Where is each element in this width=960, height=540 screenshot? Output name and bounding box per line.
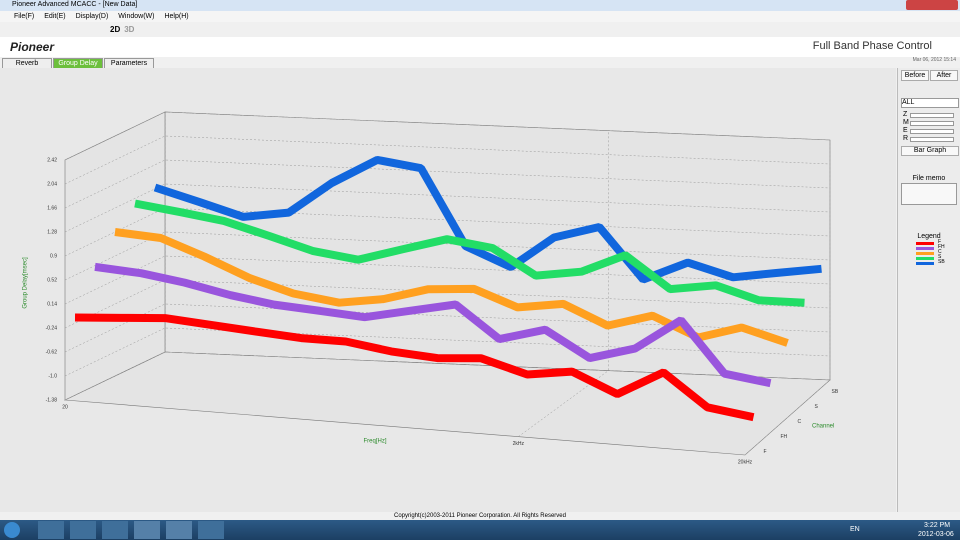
y-tick-label: -1.0 [48,373,57,379]
grid-line [64,135,831,185]
start-button[interactable] [4,522,20,538]
chart: Group Delay[msec] Freq[Hz] Channel 2.42 2… [0,68,896,512]
grid-line [64,207,831,257]
legend-swatch [916,242,934,245]
channel-label: FH [781,434,788,440]
x-tick-label: 20 [62,404,68,410]
legend-swatch [916,247,934,250]
grid-line [64,327,831,377]
legend-label: S [938,254,942,260]
channel-label: C [798,419,802,425]
title-bar: Pioneer Advanced MCACC - [New Data] [0,0,960,11]
taskbar-icon[interactable] [70,521,96,539]
brand: Pioneer [10,40,55,54]
taskbar: EN 3:22 PM 2012-03-06 [0,520,960,540]
menu-bar: File(F) Edit(E) Display(D) Window(W) Help(H) [0,11,960,22]
y-axis-label: Group Delay[msec] [23,257,29,309]
copyright: Copyright(c)2003-2011 Pioneer Corporatio… [394,513,566,519]
grid-line [64,112,166,401]
clock-date[interactable]: 2012-03-06 [918,531,954,538]
header: Pioneer Full Band Phase Control Mar 06, … [0,37,960,63]
menu-item[interactable]: Window(W) [118,13,155,20]
y-tick-label: -0.62 [46,349,58,355]
y-tick-label: 2.42 [47,157,57,163]
series-ribbon [94,262,772,388]
x-tick-label: 2kHz [513,441,525,447]
grid-line [64,183,831,233]
legend-label: FH [938,244,945,250]
slider-label: E [903,127,908,134]
y-tick-label: 0.9 [50,253,57,259]
toggle-button[interactable]: Before [901,70,929,81]
menu-item[interactable]: Edit(E) [44,13,66,20]
legend-label: C [938,249,942,255]
grid-line [518,130,609,437]
y-tick-label: 2.04 [47,181,57,187]
slider[interactable] [910,121,954,126]
series-ribbon [134,199,805,307]
legend-label: SB [938,259,945,265]
legend-label: F [938,239,942,245]
channel-label: F [764,449,767,455]
menu-item[interactable]: Help(H) [164,13,189,20]
series-ribbon [153,155,822,284]
window-title: Pioneer Advanced MCACC - [New Data] [12,1,138,8]
menu-item[interactable]: File(F) [14,13,35,20]
file-memo-label: File memo [912,175,946,182]
y-tick-label: 1.28 [47,229,57,235]
y-tick-label: 0.14 [47,301,57,307]
select[interactable]: ALL [901,98,959,108]
series-ribbon [74,313,755,422]
grid-line [64,255,831,305]
x-axis-label: Freq[Hz] [363,439,386,445]
y-tick-label: -1.38 [46,397,58,403]
toggle-button[interactable]: After [930,70,958,81]
grid-line [744,140,831,456]
clock-time[interactable]: 3:22 PM [924,522,951,529]
x-tick-label: 20kHz [738,459,753,465]
file-memo[interactable] [901,183,957,205]
toolbar: 2D 3D [0,22,960,37]
window-controls[interactable] [906,0,958,10]
taskbar-icon[interactable] [38,521,64,539]
y-tick-label: 0.52 [47,277,57,283]
y-tick-label: -0.24 [46,325,58,331]
grid-line [64,303,831,353]
grid-line [64,159,831,209]
tabs: Reverb Group Delay Parameters [0,58,960,69]
legend-swatch [916,262,934,265]
z-axis-label: Channel [812,424,834,430]
slider-label: M [903,119,909,126]
taskbar-icon[interactable] [166,521,192,539]
slider[interactable] [910,113,954,118]
menu-item[interactable]: Display(D) [75,13,109,20]
toolbar-button[interactable]: 3D [124,25,135,34]
slider-label: R [903,135,909,142]
language[interactable]: EN [850,526,860,533]
toolbar-button[interactable]: 2D [110,25,121,34]
left-wall [64,111,166,401]
slider[interactable] [910,129,954,134]
footer: Copyright(c)2003-2011 Pioneer Corporatio… [0,512,960,520]
channel-label: SB [832,389,839,395]
taskbar-icon[interactable] [134,521,160,539]
side-panel: Before After ALL Z M E R Bar Graph File memo Lege… [897,68,960,512]
slider-label: Z [903,111,908,118]
taskbar-icon[interactable] [198,521,224,539]
grid-line [64,111,831,161]
taskbar-icon[interactable] [102,521,128,539]
channel-label: S [815,404,819,410]
legend-swatch [916,257,934,260]
legend-title: Legend [917,233,941,240]
bar-graph-button[interactable]: Bar Graph [901,146,959,156]
y-tick-label: 1.66 [47,205,57,211]
legend-swatch [916,252,934,255]
app-title: Full Band Phase Control [812,40,932,52]
date: Mar 06, 2012 15:14 [912,57,956,63]
grid-line [64,279,831,329]
slider[interactable] [910,137,954,142]
